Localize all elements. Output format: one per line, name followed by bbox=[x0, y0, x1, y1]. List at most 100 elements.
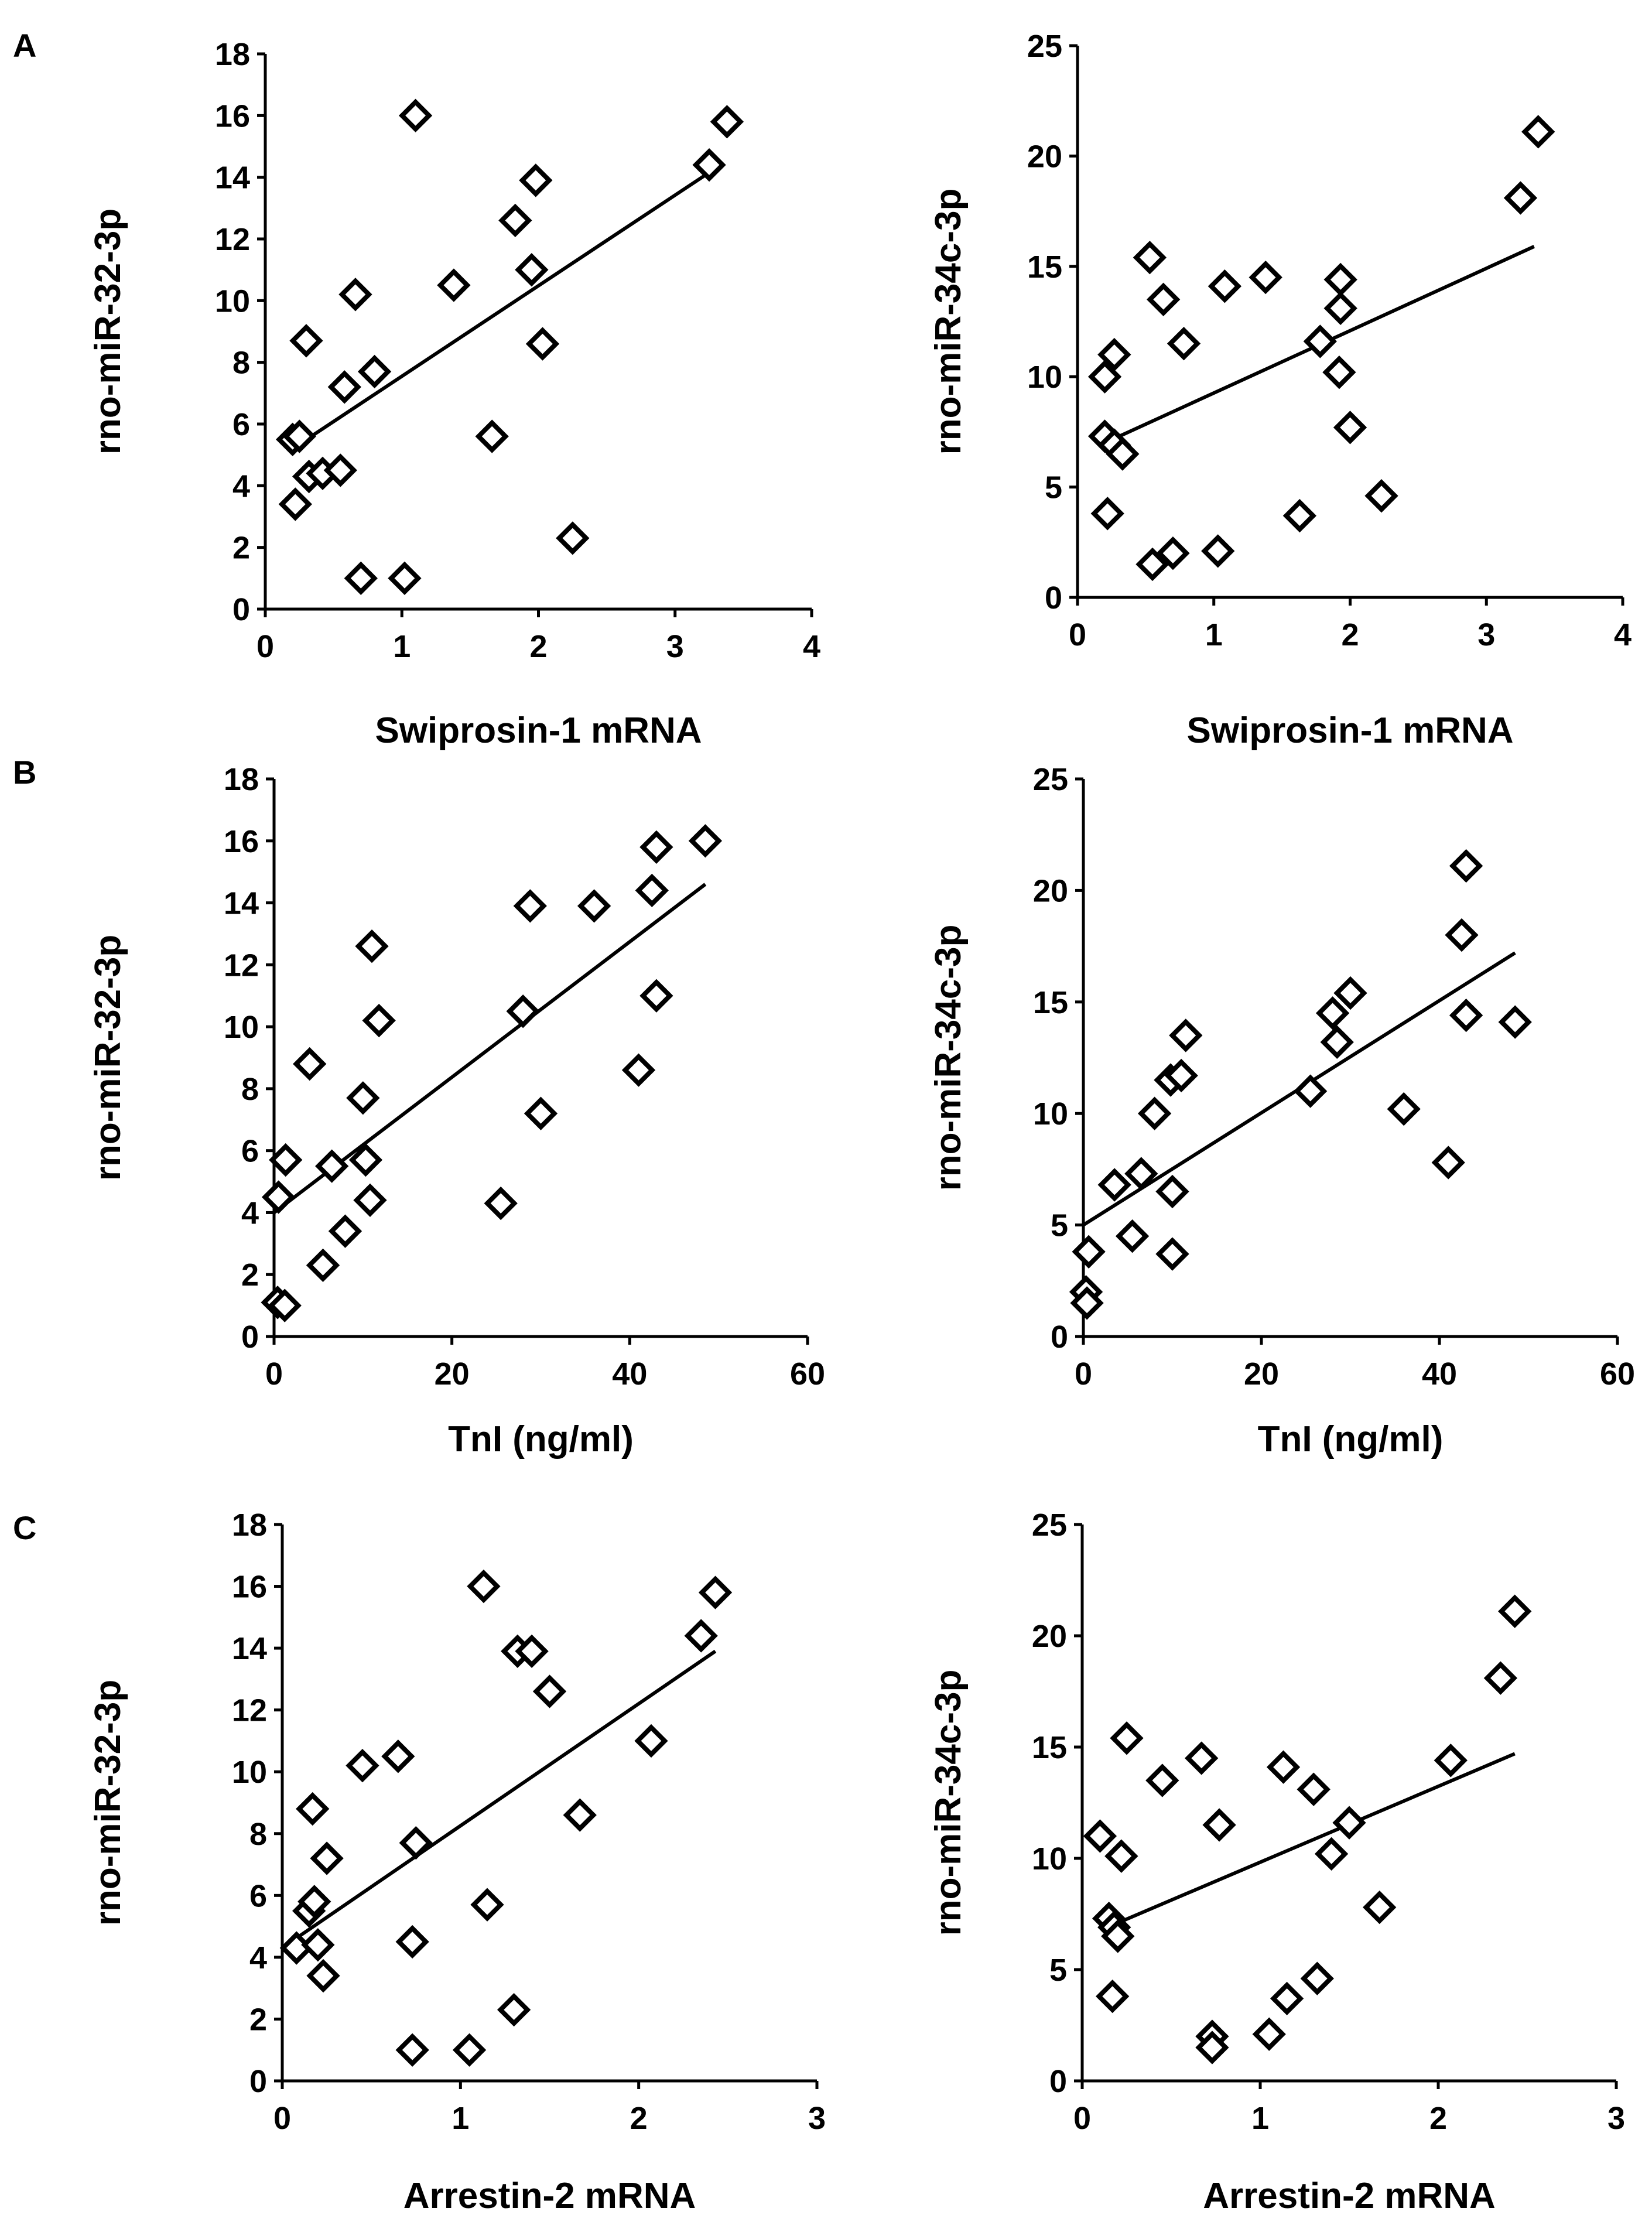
data-point bbox=[684, 1619, 718, 1653]
data-point bbox=[1521, 115, 1555, 149]
y-tick-label: 14 bbox=[215, 160, 250, 196]
data-point bbox=[556, 521, 590, 555]
y-tick-label: 2 bbox=[249, 2002, 267, 2037]
data-point bbox=[1146, 282, 1181, 316]
data-point bbox=[388, 561, 422, 595]
chart-b-left: 0 2 4 6 8 10 12 14 16 18 0 20 40 60 TnI (ng/ml) rno-miR… bbox=[88, 762, 825, 1459]
y-tick-label: 0 bbox=[232, 592, 250, 627]
y-tick-label: 25 bbox=[1033, 762, 1068, 797]
data-point bbox=[1072, 1235, 1106, 1269]
data-point bbox=[310, 1841, 344, 1875]
data-point bbox=[1387, 1092, 1421, 1126]
y-tick-label: 15 bbox=[1027, 249, 1062, 285]
data-point bbox=[1124, 1157, 1158, 1191]
data-point bbox=[1133, 241, 1167, 275]
data-point bbox=[484, 1186, 518, 1221]
data-point bbox=[395, 2033, 429, 2067]
y-tick-label: 8 bbox=[241, 1072, 259, 1107]
data-point bbox=[692, 148, 726, 182]
data-point bbox=[1249, 260, 1282, 295]
data-point bbox=[362, 1003, 396, 1038]
x-axis-title: TnI (ng/ml) bbox=[448, 1419, 634, 1459]
data-point bbox=[1498, 1594, 1532, 1628]
panel-letter-a: A bbox=[13, 27, 36, 64]
data-point bbox=[1097, 337, 1131, 372]
data-point bbox=[357, 354, 392, 389]
data-point bbox=[688, 824, 723, 858]
data-point bbox=[1167, 327, 1201, 361]
y-tick-label: 6 bbox=[241, 1134, 259, 1169]
data-point bbox=[1434, 1744, 1468, 1778]
data-point bbox=[346, 1081, 380, 1115]
x-tick-label: 40 bbox=[612, 1356, 647, 1392]
data-point bbox=[328, 1214, 362, 1248]
data-point bbox=[344, 561, 378, 595]
data-point bbox=[515, 253, 549, 287]
data-point bbox=[1322, 356, 1356, 389]
data-point bbox=[1364, 479, 1398, 513]
data-point bbox=[1449, 998, 1483, 1033]
data-point bbox=[1297, 1772, 1331, 1806]
data-point bbox=[1145, 1763, 1179, 1797]
data-point bbox=[315, 1149, 349, 1183]
data-point bbox=[1137, 1096, 1172, 1130]
data-point bbox=[1315, 996, 1350, 1030]
y-tick-label: 6 bbox=[232, 407, 250, 442]
x-axis-title: Arrestin-2 mRNA bbox=[1203, 2176, 1496, 2216]
data-point bbox=[1282, 498, 1317, 533]
data-point bbox=[1185, 1741, 1219, 1775]
y-tick-label: 5 bbox=[1049, 1953, 1067, 1988]
chart-a-right: 0 5 10 15 20 25 0 1 2 3 4 Swiprosin-1 mRNA rno-miR-3… bbox=[928, 29, 1632, 751]
data-point bbox=[1083, 1819, 1117, 1853]
data-point bbox=[1135, 547, 1169, 582]
data-point bbox=[1293, 1074, 1328, 1108]
data-point bbox=[289, 324, 323, 358]
data-point bbox=[398, 98, 433, 132]
data-point bbox=[348, 1143, 383, 1177]
data-point bbox=[1097, 1168, 1131, 1202]
data-point bbox=[1314, 1837, 1349, 1871]
data-point bbox=[306, 1958, 340, 1993]
x-tick-label: 1 bbox=[1251, 2101, 1269, 2136]
data-point bbox=[1270, 1981, 1304, 2016]
x-tick-label: 4 bbox=[803, 629, 820, 664]
data-point bbox=[1104, 1839, 1138, 1873]
data-point bbox=[1332, 1806, 1366, 1840]
y-tick-label: 16 bbox=[232, 1570, 267, 1605]
data-point bbox=[296, 1792, 330, 1826]
data-point bbox=[1087, 360, 1122, 394]
data-point bbox=[1323, 262, 1357, 297]
y-tick-label: 0 bbox=[249, 2064, 267, 2099]
x-tick-label: 0 bbox=[256, 629, 274, 664]
data-point bbox=[1101, 1919, 1135, 1953]
y-tick-label: 20 bbox=[1032, 1619, 1067, 1654]
data-point bbox=[635, 873, 669, 908]
data-point bbox=[293, 1047, 327, 1081]
y-tick-label: 5 bbox=[1045, 470, 1062, 505]
data-point bbox=[346, 1749, 379, 1783]
data-point bbox=[634, 1724, 668, 1758]
y-axis-title: rno-miR-32-3p bbox=[88, 935, 128, 1181]
y-tick-label: 16 bbox=[224, 824, 259, 859]
y-tick-label: 5 bbox=[1051, 1208, 1068, 1243]
y-tick-label: 15 bbox=[1032, 1730, 1067, 1765]
y-axis-title: rno-miR-32-3p bbox=[88, 208, 128, 454]
data-point bbox=[497, 1992, 531, 2027]
y-tick-label: 12 bbox=[215, 222, 250, 257]
data-point bbox=[297, 1885, 331, 1919]
data-point bbox=[1201, 534, 1235, 568]
y-tick-label: 8 bbox=[232, 346, 250, 381]
x-tick-label: 20 bbox=[435, 1356, 470, 1392]
data-point bbox=[1115, 1219, 1150, 1253]
y-tick-label: 4 bbox=[249, 1940, 267, 1975]
chart-b-right: 0 5 10 15 20 25 0 20 40 60 TnI (ng/ml) rno-miR-34c-… bbox=[928, 762, 1635, 1459]
data-point bbox=[1252, 2017, 1286, 2051]
x-axis-title: TnI (ng/ml) bbox=[1258, 1419, 1444, 1459]
y-tick-label: 18 bbox=[215, 37, 250, 72]
x-tick-label: 0 bbox=[273, 2101, 291, 2136]
x-tick-label: 4 bbox=[1614, 617, 1632, 652]
x-tick-label: 1 bbox=[452, 2101, 469, 2136]
y-tick-label: 10 bbox=[1027, 360, 1062, 395]
y-tick-label: 2 bbox=[241, 1257, 259, 1293]
